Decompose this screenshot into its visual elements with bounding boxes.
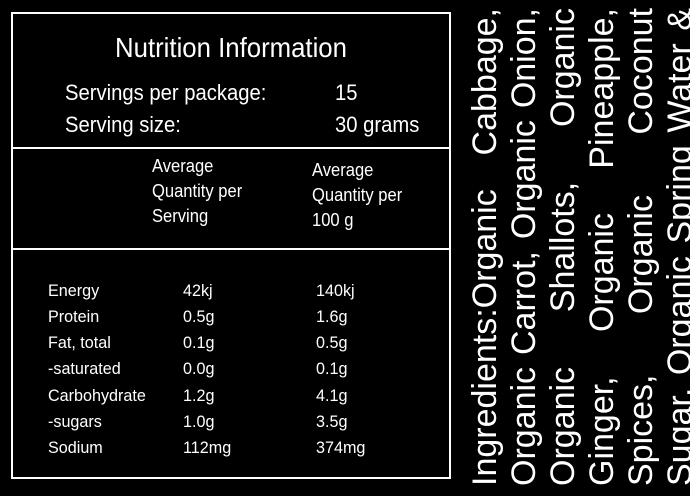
table-row: -sugars 1.0g 3.5g	[13, 412, 449, 438]
per-100g-value: 0.1g	[316, 359, 348, 378]
per-serving-value: 112mg	[183, 438, 232, 457]
per-100g-value: 4.1g	[316, 386, 348, 405]
table-row: -saturated 0.0g 0.1g	[13, 359, 449, 385]
table-row: Protein 0.5g 1.6g	[13, 307, 449, 333]
table-row: Carbohydrate 1.2g 4.1g	[13, 386, 449, 412]
nutrient-name: Carbohydrate	[48, 386, 146, 405]
column-header-line: Quantity per	[152, 181, 243, 201]
per-serving-value: 0.0g	[183, 359, 215, 378]
per-100g-value: 1.6g	[316, 307, 348, 326]
servings-value: 15	[335, 80, 358, 105]
nutrient-name: Energy	[48, 281, 100, 300]
serving-size-label: Serving size:	[65, 112, 181, 137]
table-row: Energy 42kj 140kj	[13, 281, 449, 307]
ingredients-text: Ingredients:Organic Cabbage, Organic Car…	[466, 8, 690, 486]
table-row: Fat, total 0.1g 0.5g	[13, 333, 449, 359]
nutrient-name: Sodium	[48, 438, 103, 457]
nutrient-name: Protein	[48, 307, 100, 326]
per-100g-value: 374mg	[316, 438, 366, 457]
per-serving-value: 1.0g	[183, 412, 215, 431]
per-100g-value: 140kj	[316, 281, 355, 300]
per-serving-value: 1.2g	[183, 386, 215, 405]
per-serving-value: 0.1g	[183, 333, 215, 352]
column-header-line: 100 g	[312, 210, 354, 230]
per-serving-value: 0.5g	[183, 307, 215, 326]
column-header-line: Quantity per	[312, 185, 403, 205]
nutrient-name: -saturated	[48, 359, 121, 378]
column-header-line: Average	[312, 160, 374, 180]
column-header-line: Serving	[152, 206, 209, 226]
per-serving-value: 42kj	[183, 281, 213, 300]
nutrient-name: -sugars	[48, 412, 102, 431]
serving-size-value: 30 grams	[335, 112, 420, 137]
column-header-per-serving: Average Quantity per Serving	[152, 154, 242, 229]
servings-label: Servings per package:	[65, 80, 267, 105]
per-100g-value: 3.5g	[316, 412, 348, 431]
table-row: Sodium 112mg 374mg	[13, 438, 449, 464]
nutrition-panel: Nutrition Information Servings per packa…	[11, 12, 451, 479]
column-header-per-100g: Average Quantity per 100 g	[312, 158, 402, 233]
section-divider	[13, 248, 449, 250]
nutrition-title: Nutrition Information	[115, 32, 347, 63]
per-100g-value: 0.5g	[316, 333, 348, 352]
nutrient-name: Fat, total	[48, 333, 111, 352]
column-header-line: Average	[152, 156, 214, 176]
section-divider	[13, 147, 449, 149]
